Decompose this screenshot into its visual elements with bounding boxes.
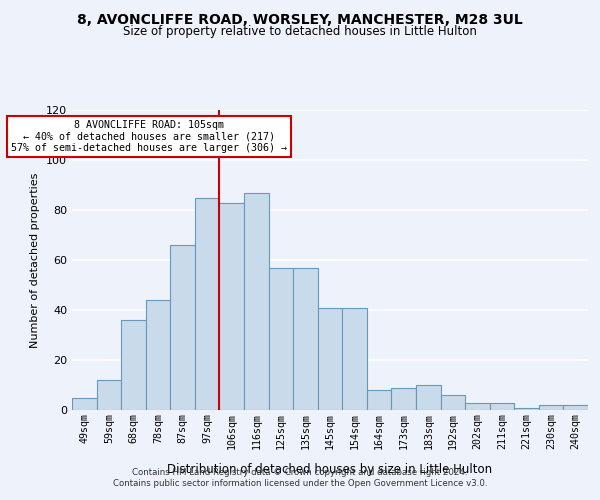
Bar [195, 198, 220, 410]
Bar [539, 405, 563, 410]
Y-axis label: Number of detached properties: Number of detached properties [31, 172, 40, 348]
X-axis label: Distribution of detached houses by size in Little Hulton: Distribution of detached houses by size … [167, 462, 493, 475]
Text: 8 AVONCLIFFE ROAD: 105sqm
← 40% of detached houses are smaller (217)
57% of semi: 8 AVONCLIFFE ROAD: 105sqm ← 40% of detac… [11, 120, 287, 153]
Bar [269, 268, 293, 410]
Bar [97, 380, 121, 410]
Bar [563, 405, 588, 410]
Bar [220, 202, 244, 410]
Bar [244, 192, 269, 410]
Text: Contains HM Land Registry data © Crown copyright and database right 2024.
Contai: Contains HM Land Registry data © Crown c… [113, 468, 487, 487]
Bar [170, 245, 195, 410]
Bar [367, 390, 391, 410]
Bar [391, 388, 416, 410]
Bar [342, 308, 367, 410]
Bar [121, 320, 146, 410]
Bar [490, 402, 514, 410]
Bar [72, 398, 97, 410]
Bar [146, 300, 170, 410]
Bar [416, 385, 440, 410]
Text: Size of property relative to detached houses in Little Hulton: Size of property relative to detached ho… [123, 25, 477, 38]
Bar [318, 308, 342, 410]
Bar [293, 268, 318, 410]
Bar [514, 408, 539, 410]
Bar [465, 402, 490, 410]
Text: 8, AVONCLIFFE ROAD, WORSLEY, MANCHESTER, M28 3UL: 8, AVONCLIFFE ROAD, WORSLEY, MANCHESTER,… [77, 12, 523, 26]
Bar [440, 395, 465, 410]
